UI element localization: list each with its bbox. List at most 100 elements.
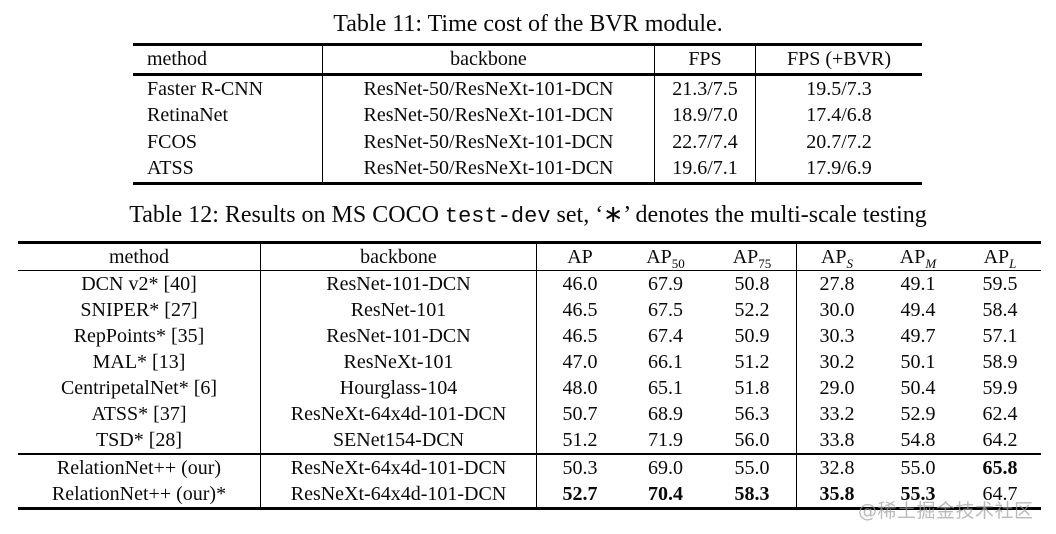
table-row: ATSS* [37] ResNeXt-64x4d-101-DCN 50.7 68.9 5…	[18, 401, 1041, 427]
table-cell: 46.0	[536, 270, 623, 297]
table11-caption: Table 11: Time cost of the BVR module.	[333, 11, 723, 37]
table-cell: CentripetalNet* [6]	[60, 376, 218, 399]
table-cell: 30.2	[796, 349, 877, 375]
table-cell: ResNet-101-DCN	[260, 323, 537, 349]
table-cell: 62.4	[982, 402, 1018, 425]
table-cell: RepPoints* [35]	[73, 324, 205, 347]
table-row: ATSS ResNet-50/ResNeXt-101-DCN 19.6/7.1 17.…	[133, 155, 922, 184]
table12-caption: Table 12: Results on MS COCO test-dev se…	[0, 200, 1056, 229]
table-cell: 29.0	[796, 375, 877, 401]
table-cell: 52.9	[900, 402, 936, 425]
table-cell: 51.2	[536, 427, 623, 455]
table12-caption-prefix: Table 12: Results on MS COCO	[129, 202, 445, 228]
table-cell: TSD* [28]	[18, 427, 261, 455]
table-cell: 30.0	[796, 297, 877, 323]
table-cell: 22.7/7.4	[654, 129, 756, 156]
table-cell: 51.2	[734, 350, 770, 373]
table-row: TSD* [28] SENet154-DCN 51.2 71.9 56.0 33.8 54.…	[18, 427, 1041, 455]
table-cell: DCN v2* [40]	[81, 272, 197, 295]
table-cell: 50.1	[900, 350, 936, 373]
table-cell: 67.4	[648, 324, 683, 347]
table-cell: 71.9	[623, 427, 708, 455]
table12-caption-suffix: set, ‘∗’ denotes the multi-scale testing	[550, 202, 927, 228]
table-row: DCN v2* [40] ResNet-101-DCN 46.0 67.9 50.8 27…	[18, 270, 1041, 297]
column-header-aps: APS	[796, 242, 877, 271]
table-cell: 58.9	[982, 350, 1018, 373]
table-cell: 64.7	[982, 482, 1018, 505]
column-header-ap50: AP50	[623, 242, 708, 271]
column-header-fps-bvr-: FPS (+BVR)	[755, 44, 922, 76]
table-cell: MAL* [13]	[92, 350, 186, 373]
table-row: SNIPER* [27] ResNet-101 46.5 67.5 52.2 30.0 49…	[18, 297, 1041, 323]
table11-time-cost-bvr: method backbone FPS FPS (+BVR) Faster R-CNN…	[133, 43, 922, 185]
table-cell: ResNet-50/ResNeXt-101-DCN	[322, 102, 655, 129]
column-header-method: method	[18, 242, 261, 271]
table-cell: ATSS	[147, 157, 194, 180]
table-cell: ResNet-101-DCN	[260, 270, 537, 297]
table11-header-row: method backbone FPS FPS (+BVR)	[133, 44, 922, 76]
table-cell: 50.7	[536, 401, 623, 427]
table-row: RelationNet++ (our) ResNeXt-64x4d-101-DCN…	[18, 454, 1041, 481]
table-cell: SNIPER* [27]	[80, 298, 198, 321]
table-row: RetinaNet ResNet-50/ResNeXt-101-DCN 18.9/7…	[133, 102, 922, 129]
table-cell: 54.8	[877, 427, 959, 455]
table-cell: 50.8	[734, 272, 770, 295]
table-cell: 52.7	[536, 481, 623, 509]
table-cell: 49.7	[900, 324, 936, 347]
table-row: CentripetalNet* [6] Hourglass-104 48.0 65.1…	[18, 375, 1041, 401]
table-cell: ResNeXt-101	[260, 349, 537, 375]
table12-coco-testdev-results: method backbone AP AP50 AP75 APS APM APL DCN v2…	[18, 241, 1041, 510]
table-cell: 65.8	[982, 456, 1018, 479]
table-cell: 59.9	[982, 376, 1018, 399]
table-cell: 50.4	[900, 376, 936, 399]
table-cell: 68.9	[648, 402, 683, 425]
table-cell: 20.7/7.2	[755, 129, 922, 156]
table-cell: 69.0	[648, 456, 683, 479]
table-cell: 17.4/6.8	[755, 102, 922, 129]
table-cell: 48.0	[536, 375, 623, 401]
table-cell: 19.6/7.1	[654, 155, 756, 184]
table-cell: 59.5	[982, 272, 1018, 295]
table-cell: RelationNet++ (our)*	[51, 482, 227, 505]
table-cell: 56.0	[708, 427, 797, 455]
table-cell: ATSS* [37]	[91, 402, 187, 425]
table-cell: 50.3	[536, 454, 623, 481]
table-cell: 50.9	[734, 324, 770, 347]
table-cell: ResNeXt-64x4d-101-DCN	[260, 401, 537, 427]
table-cell: SENet154-DCN	[260, 427, 537, 455]
table-row: Faster R-CNN ResNet-50/ResNeXt-101-DCN 21.…	[133, 74, 922, 103]
table-cell: ResNet-50/ResNeXt-101-DCN	[322, 74, 655, 103]
column-header-method: method	[133, 44, 323, 76]
table-cell: 46.5	[536, 323, 623, 349]
table-cell: 66.1	[648, 350, 683, 373]
column-header-fps: FPS	[654, 44, 756, 76]
table-cell: 30.3	[796, 323, 877, 349]
table-cell: 55.0	[900, 456, 936, 479]
table-cell: 18.9/7.0	[654, 102, 756, 129]
table-cell: 51.8	[734, 376, 770, 399]
table-cell: ResNeXt-64x4d-101-DCN	[260, 481, 537, 509]
table-cell: 58.4	[982, 298, 1018, 321]
table-cell: Faster R-CNN	[147, 77, 264, 100]
table-cell: 55.0	[734, 456, 770, 479]
table-cell: 19.5/7.3	[755, 74, 922, 103]
table-cell: ResNet-101	[260, 297, 537, 323]
column-header-ap75: AP75	[708, 242, 797, 271]
table-cell: ResNet-50/ResNeXt-101-DCN	[322, 155, 655, 184]
table-cell: 35.8	[796, 481, 877, 509]
table-cell: 49.4	[900, 298, 936, 321]
table-cell: RelationNet++ (our)	[56, 456, 222, 479]
table-cell: FCOS	[147, 130, 198, 153]
table-cell: 33.2	[796, 401, 877, 427]
column-header-backbone: backbone	[260, 242, 537, 271]
table-cell: 58.3	[734, 482, 770, 505]
table-cell: 32.8	[796, 454, 877, 481]
table-row: MAL* [13] ResNeXt-101 47.0 66.1 51.2 30.2 50.1…	[18, 349, 1041, 375]
juejin-watermark: @稀土掘金技术社区	[858, 500, 1034, 522]
column-header-ap: AP	[536, 242, 623, 271]
table-cell: 52.2	[734, 298, 770, 321]
table-cell: 47.0	[536, 349, 623, 375]
table-cell: 56.3	[734, 402, 770, 425]
table-cell: 49.1	[900, 272, 936, 295]
